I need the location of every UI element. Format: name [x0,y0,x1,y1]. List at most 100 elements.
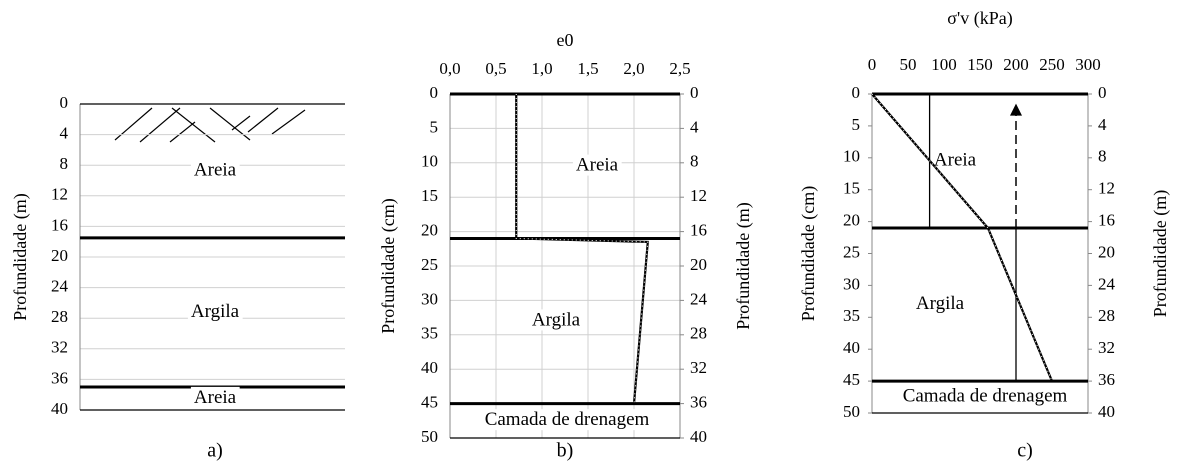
y2-tick-label: 12 [1098,179,1115,198]
y2-tick-label: 32 [690,358,707,377]
y2-tick-label: 12 [690,186,707,205]
data-line-dots [871,93,1053,382]
chart-title: σ'v (kPa) [947,8,1012,29]
y-tick-label: 30 [843,274,860,293]
sand-hatching [114,107,306,143]
y-tick-label: 10 [421,152,438,171]
y2-tick-label: 4 [690,117,699,136]
y2-tick-label: 40 [1098,402,1115,421]
y-tick-label: 5 [430,117,439,136]
caption: b) [557,440,574,462]
y2-tick-label: 24 [1098,274,1116,293]
layer-label: Argila [532,309,581,330]
y-tick-label: 15 [421,186,438,205]
y2-tick-label: 16 [690,221,707,240]
data-line [871,93,1054,382]
y2-tick-label: 20 [690,255,707,274]
y-tick-label: 30 [421,289,438,308]
y-tick-label: 40 [51,399,68,418]
y-axis-label: Profundidade (cm) [798,186,819,321]
y2-tick-label: 0 [1098,83,1107,102]
label-background [912,292,968,314]
y-tick-label: 28 [51,307,68,326]
x-tick-label: 0,0 [439,59,460,78]
y2-tick-label: 4 [1098,115,1107,134]
x-tick-label: 1,0 [531,59,552,78]
y-tick-label: 5 [852,115,861,134]
x-tick-label: 50 [900,55,917,74]
y-tick-label: 0 [60,93,69,112]
label-background [481,409,653,431]
y-tick-label: 16 [51,215,68,234]
y2-tick-label: 40 [690,427,707,446]
x-tick-label: 150 [967,55,993,74]
y-tick-label: 40 [421,358,438,377]
x-tick-label: 2,0 [623,59,644,78]
y2-tick-label: 32 [1098,338,1115,357]
y-tick-label: 25 [843,242,860,261]
y-tick-label: 0 [852,83,861,102]
y2-tick-label: 36 [1098,370,1115,389]
y-tick-label: 24 [51,277,69,296]
data-line [515,94,649,404]
layer-label: Argila [191,301,240,322]
y-tick-label: 25 [421,255,438,274]
layer-label: Camada de drenagem [485,409,650,430]
layer-label: Areia [934,149,977,170]
x-tick-label: 0 [868,55,877,74]
y2-tick-label: 8 [690,152,699,171]
y-tick-label: 35 [843,306,860,325]
y-axis-label: Profundidade (m) [10,193,31,320]
y2-tick-label: 36 [690,393,707,412]
chart-title: e0 [557,30,574,50]
y-tick-label: 50 [421,427,438,446]
y-tick-label: 15 [843,179,860,198]
y2-tick-label: 28 [690,324,707,343]
label-background [190,159,240,181]
arrow-head [1010,103,1022,116]
x-tick-label: 200 [1003,55,1029,74]
label-background [528,309,584,331]
layer-label: Camada de drenagem [903,385,1068,406]
x-tick-label: 300 [1075,55,1101,74]
y-tick-label: 12 [51,185,68,204]
y2-axis-label: Profundidade (m) [733,202,754,329]
y2-axis-label: Profundidade (m) [1150,190,1171,317]
y-tick-label: 20 [843,211,860,230]
y-tick-label: 32 [51,338,68,357]
x-tick-label: 0,5 [485,59,506,78]
y-tick-label: 20 [421,221,438,240]
y2-tick-label: 0 [690,83,699,102]
y-tick-label: 36 [51,368,68,387]
y-tick-label: 4 [60,124,69,143]
y2-tick-label: 28 [1098,306,1115,325]
y2-tick-label: 20 [1098,242,1115,261]
x-tick-label: 1,5 [577,59,598,78]
y-tick-label: 10 [843,147,860,166]
layer-label: Areia [194,387,237,408]
layer-label: Argila [916,293,965,314]
y-tick-label: 0 [430,83,439,102]
label-background [899,385,1071,407]
y2-tick-label: 16 [1098,211,1115,230]
y-tick-label: 45 [843,370,860,389]
x-tick-label: 2,5 [669,59,690,78]
caption: a) [207,440,223,462]
data-line-dots [515,94,649,404]
label-background [572,154,622,176]
y-tick-label: 20 [51,246,68,265]
layer-label: Areia [576,155,619,176]
y-tick-label: 50 [843,402,860,421]
x-tick-label: 100 [931,55,957,74]
caption: c) [1017,440,1033,462]
y-tick-label: 40 [843,338,860,357]
y-tick-label: 35 [421,324,438,343]
y-tick-label: 8 [60,154,69,173]
label-background [930,149,980,171]
y-axis-label: Profundidade (cm) [378,198,399,333]
y2-tick-label: 24 [690,289,708,308]
layer-label: Areia [194,159,237,180]
label-background [187,300,243,322]
x-tick-label: 250 [1039,55,1065,74]
